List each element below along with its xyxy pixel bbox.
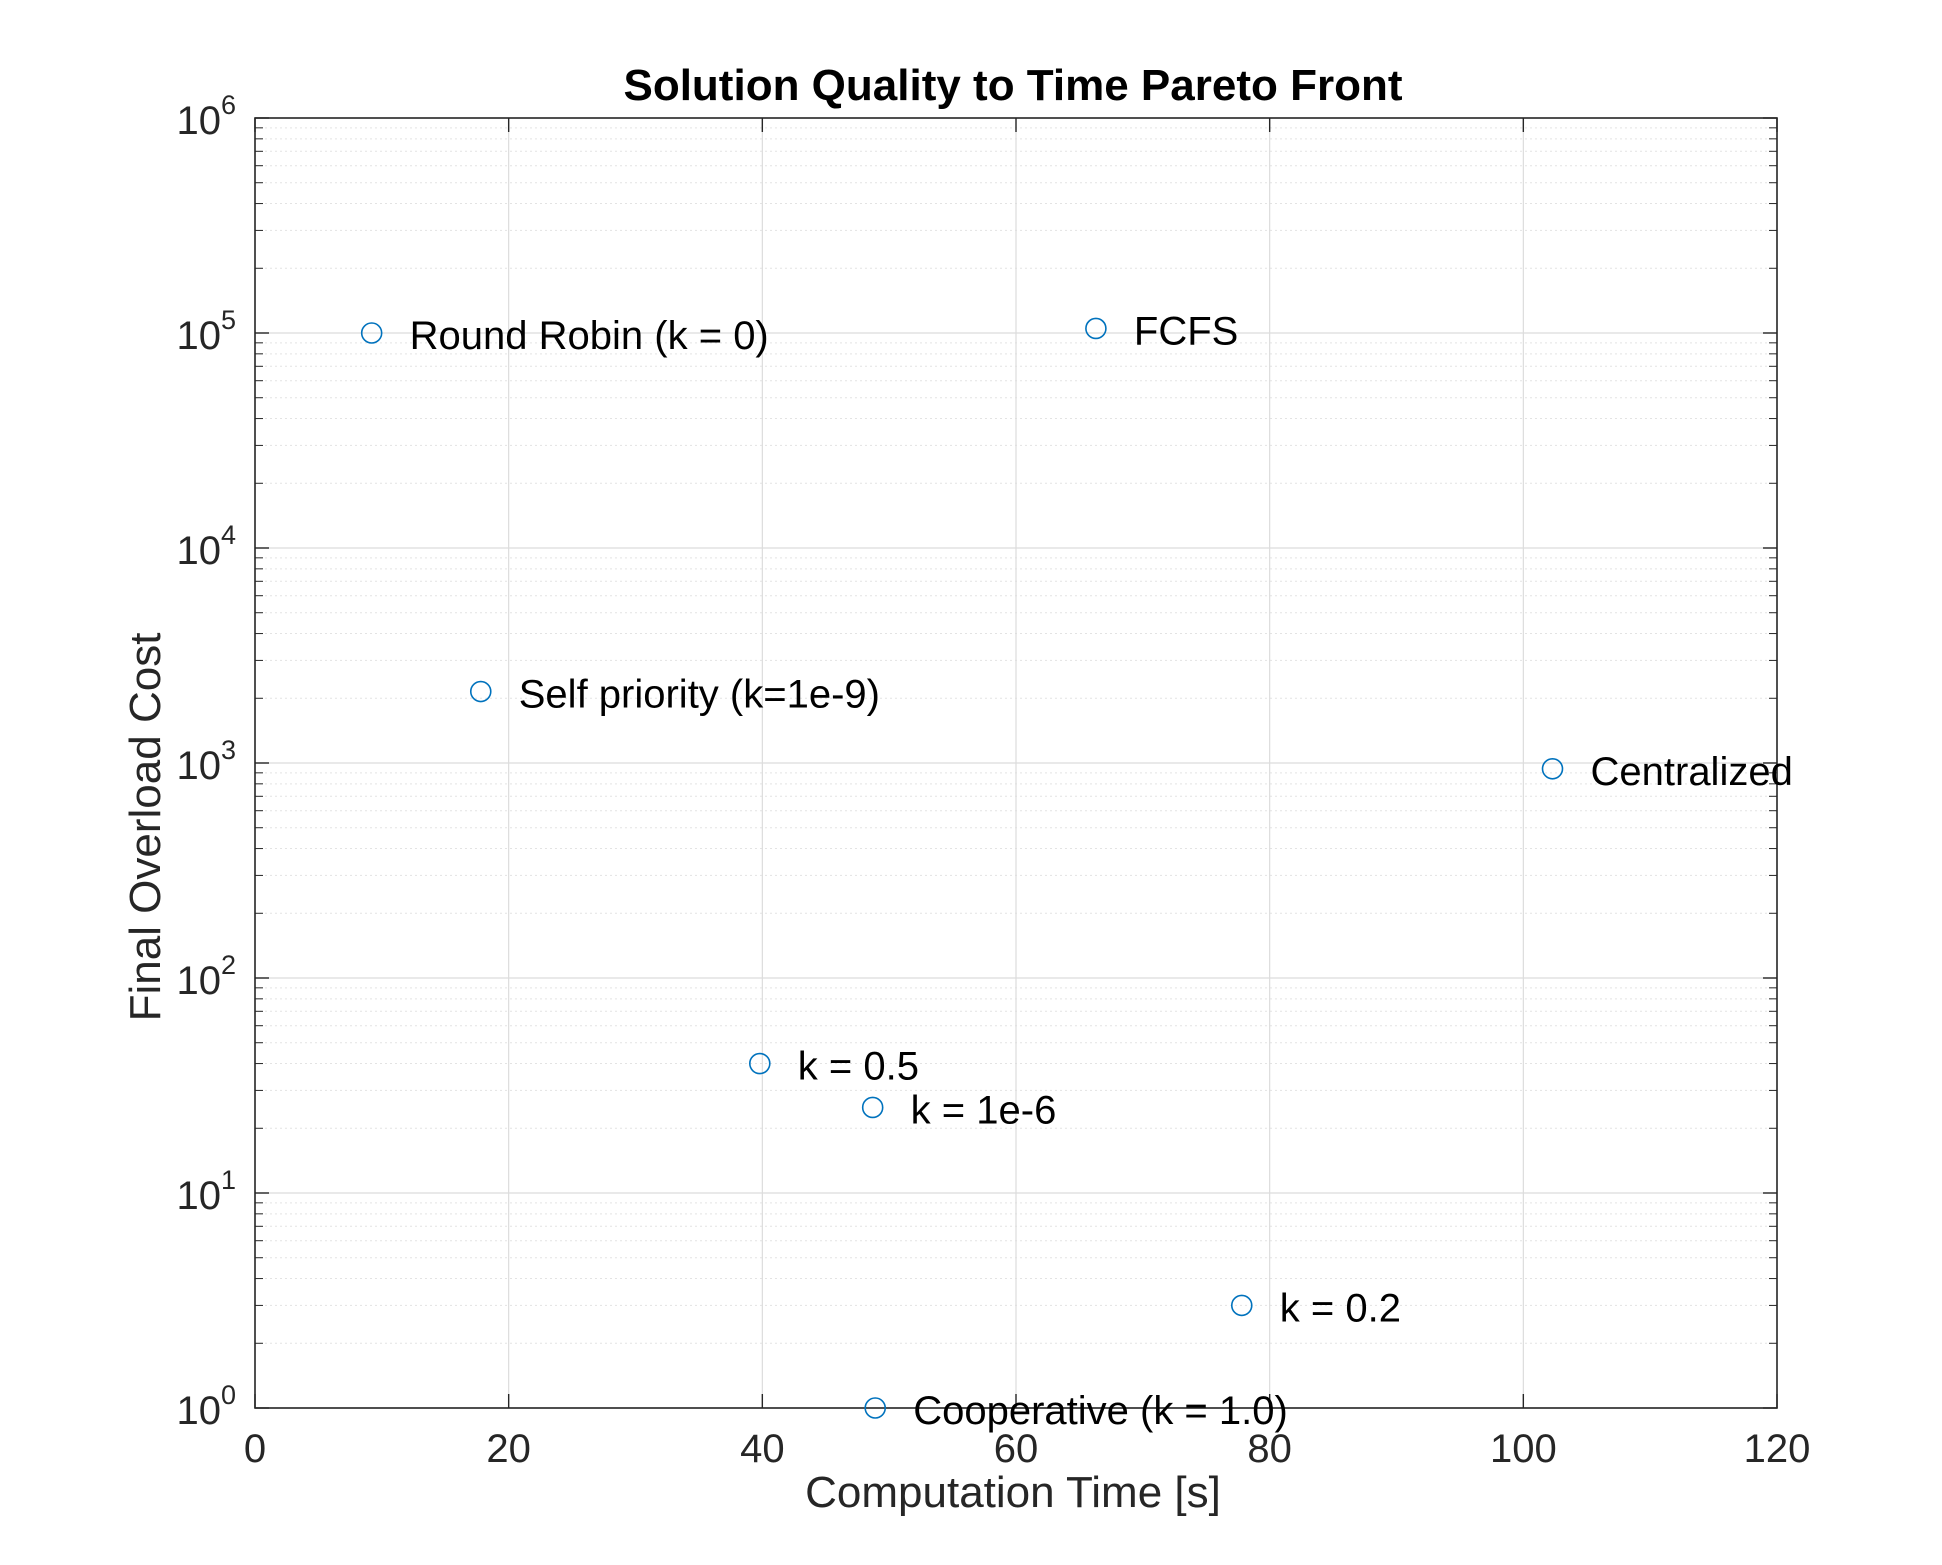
data-point-label: Cooperative (k = 1.0) [913,1389,1288,1433]
data-point-label: k = 0.2 [1280,1286,1401,1330]
y-tick-label: 101 [176,1165,236,1218]
y-tick-label: 104 [176,520,236,573]
y-axis-label: Final Overload Cost [121,633,170,1022]
y-tick-label: 103 [176,735,236,788]
data-points: Round Robin (k = 0) FCFS Self priority (k=… [360,309,1793,1433]
x-tick-label: 20 [486,1427,531,1471]
data-point [469,680,492,703]
x-tick-label: 40 [740,1427,785,1471]
axis-ticks [254,117,1778,1409]
x-tick-label: 0 [244,1427,266,1471]
y-tick-label: 102 [176,950,236,1003]
data-point [1230,1294,1253,1317]
data-point-label: Round Robin (k = 0) [410,314,769,358]
data-point [861,1096,884,1119]
plot-area: 0 20 40 60 80 100 120 100 101 102 103 104 105 106 Ro… [176,90,1810,1471]
x-tick-label: 100 [1490,1427,1557,1471]
data-point-label: k = 0.5 [798,1045,919,1089]
y-tick-labels: 100 101 102 103 104 105 106 [176,90,236,1433]
x-axis-label: Computation Time [s] [805,1468,1221,1517]
y-tick-label: 100 [176,1380,236,1433]
x-tick-label: 60 [994,1427,1039,1471]
data-point-label: k = 1e-6 [911,1088,1057,1132]
data-point-label: Centralized [1591,750,1793,794]
x-tick-labels: 0 20 40 60 80 100 120 [244,1427,1811,1471]
axes-box [254,117,1778,1409]
y-tick-label: 105 [176,305,236,358]
data-point [864,1397,887,1419]
data-point-label: FCFS [1134,309,1238,353]
chart-title: Solution Quality to Time Pareto Front [623,61,1402,110]
data-point [1085,317,1107,340]
data-point [748,1052,771,1075]
data-point [1541,757,1564,780]
y-tick-label: 106 [176,90,236,143]
x-tick-label: 120 [1744,1427,1811,1471]
x-tick-label: 80 [1247,1427,1292,1471]
data-point [360,322,383,344]
data-point-label: Self priority (k=1e-9) [519,673,880,717]
